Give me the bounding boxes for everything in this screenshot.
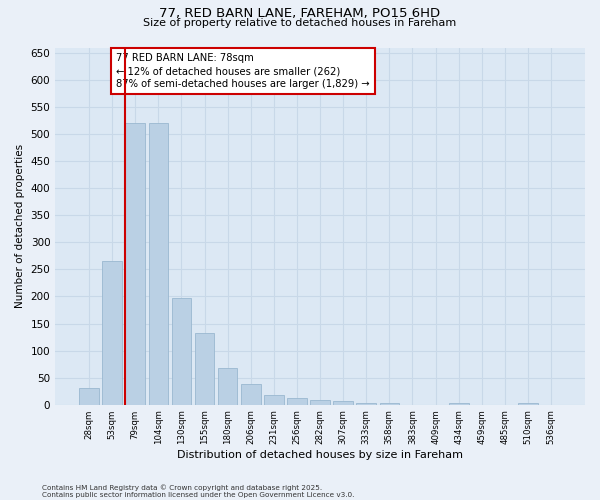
Bar <box>449 402 469 404</box>
Bar <box>287 398 307 404</box>
Bar <box>241 384 260 404</box>
Bar <box>334 401 353 404</box>
Text: 77, RED BARN LANE, FAREHAM, PO15 6HD: 77, RED BARN LANE, FAREHAM, PO15 6HD <box>160 8 440 20</box>
Bar <box>79 388 99 404</box>
Bar <box>310 400 330 404</box>
Bar <box>518 402 538 404</box>
Bar <box>149 124 168 404</box>
Text: Contains HM Land Registry data © Crown copyright and database right 2025.: Contains HM Land Registry data © Crown c… <box>42 484 322 491</box>
Text: Size of property relative to detached houses in Fareham: Size of property relative to detached ho… <box>143 18 457 28</box>
Bar <box>218 368 238 404</box>
Bar <box>264 395 284 404</box>
Bar <box>356 402 376 404</box>
Bar <box>172 298 191 405</box>
Text: 77 RED BARN LANE: 78sqm
← 12% of detached houses are smaller (262)
87% of semi-d: 77 RED BARN LANE: 78sqm ← 12% of detache… <box>116 53 370 90</box>
Bar <box>195 334 214 404</box>
Text: Contains public sector information licensed under the Open Government Licence v3: Contains public sector information licen… <box>42 492 355 498</box>
Bar <box>380 403 399 404</box>
Y-axis label: Number of detached properties: Number of detached properties <box>15 144 25 308</box>
Bar <box>125 124 145 404</box>
Bar <box>103 262 122 404</box>
X-axis label: Distribution of detached houses by size in Fareham: Distribution of detached houses by size … <box>177 450 463 460</box>
